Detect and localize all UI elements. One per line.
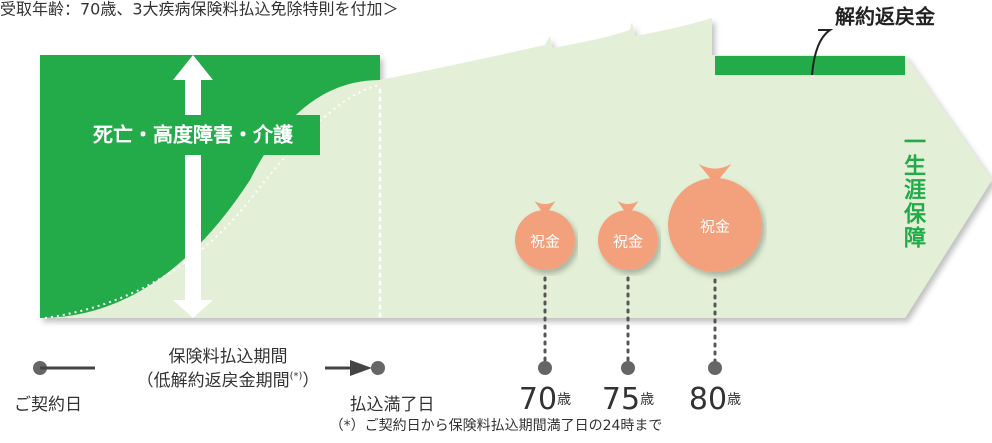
age-number: 80 [689, 382, 727, 417]
note-mark: (*) [290, 371, 303, 382]
age-label: 70歳 [519, 382, 571, 417]
bag-knot [617, 201, 639, 216]
surrender-band [715, 56, 905, 75]
bag-label: 祝金 [700, 218, 730, 236]
age-unit: 歳 [640, 392, 654, 408]
period-label: 保険料払込期間 [169, 347, 288, 367]
age-number: 70 [519, 382, 557, 417]
end-dot [371, 361, 385, 375]
surrender-leader [811, 29, 834, 76]
bag-knot [698, 163, 732, 184]
low-period-label: （低解約返戻金期間(*)） [137, 371, 320, 391]
surrender-label: 解約返戻金 [835, 5, 936, 29]
footnote: （*）ご契約日から保険料払込期間満了日の24時まで [330, 418, 663, 434]
age-label: 80歳 [689, 382, 741, 417]
age-dot [538, 361, 552, 375]
lifetime-label: 一生涯保障 [900, 130, 927, 250]
age-dot [621, 361, 635, 375]
close-paren: ） [302, 371, 319, 391]
bag-knot [534, 201, 556, 216]
bag [598, 210, 658, 270]
age-unit: 歳 [557, 392, 571, 408]
death-label-bg [70, 115, 320, 155]
low-period-text: （低解約返戻金期間 [137, 371, 290, 391]
age-dot [708, 361, 722, 375]
end-label: 払込満了日 [350, 395, 435, 415]
bag [668, 178, 762, 272]
bag-label: 祝金 [613, 233, 643, 251]
death-label: 死亡・高度障害・介護 [93, 123, 294, 147]
age-number: 75 [602, 382, 640, 417]
age-unit: 歳 [727, 392, 741, 408]
age-label: 75歳 [602, 382, 654, 417]
start-label: ご契約日 [14, 395, 82, 415]
end-arrowhead [350, 360, 372, 376]
bag-label: 祝金 [530, 233, 560, 251]
bag [515, 210, 575, 270]
death-arrow [173, 55, 213, 318]
header-title: 受取年齢：70歳、3大疾病保険料払込免除特則を付加＞ [0, 0, 399, 19]
